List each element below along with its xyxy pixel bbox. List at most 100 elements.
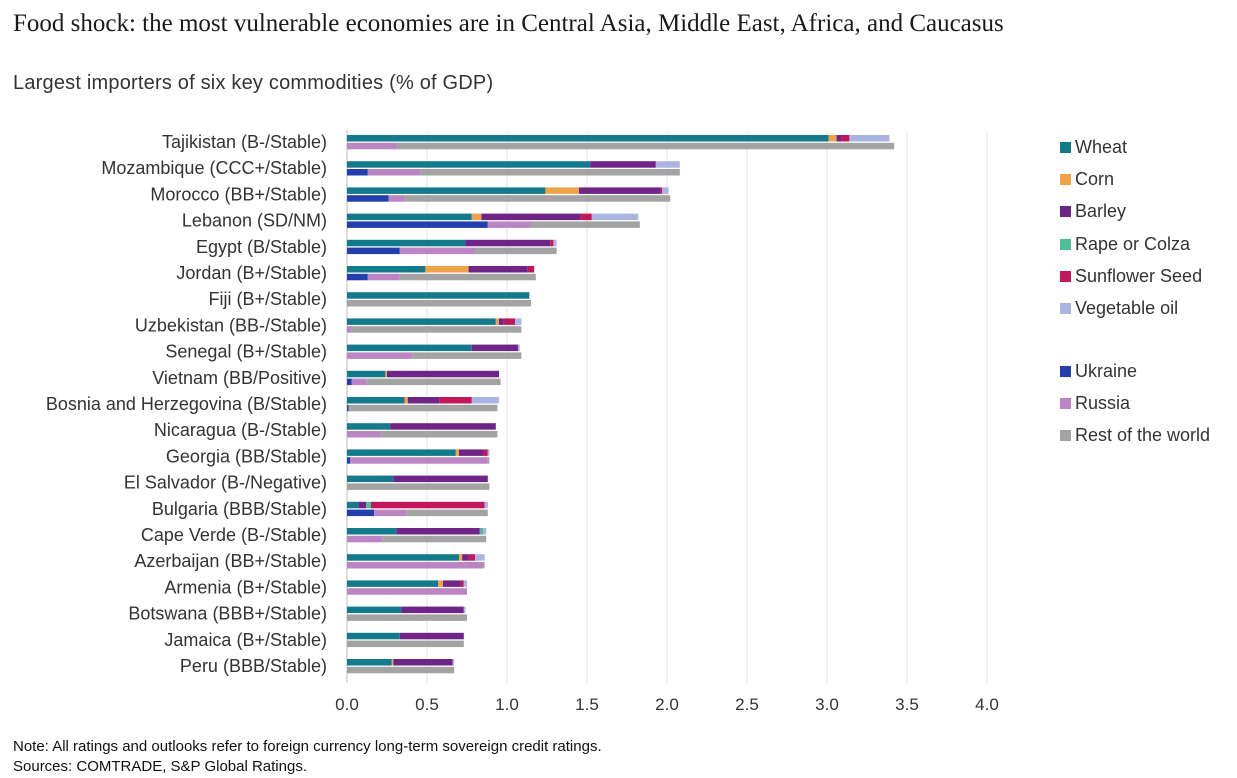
- sources-text: Sources: COMTRADE, S&P Global Ratings.: [13, 758, 307, 775]
- bar-segment-sunflower-seed: [580, 213, 592, 221]
- category-label: Cape Verde (B-/Stable): [141, 525, 327, 545]
- bar-segment-barley: [836, 135, 842, 142]
- bar-segment-wheat: [347, 632, 400, 640]
- category-label: Armenia (B+/Stable): [164, 577, 327, 597]
- bar-segment-russia: [487, 221, 531, 228]
- bar-segment-corn: [385, 370, 387, 378]
- bar-segment-rest-of-the-world: [412, 352, 522, 359]
- bar-segment-barley: [462, 554, 469, 561]
- bar-segment-vegetable-oil: [463, 606, 466, 614]
- bar-segment-rest-of-the-world: [380, 431, 498, 438]
- bar-segment-barley: [465, 239, 551, 247]
- bar-segment-wheat: [347, 659, 392, 666]
- bar-segment-rest-of-the-world: [475, 247, 557, 255]
- bar-segment-rest-of-the-world: [404, 195, 671, 202]
- legend-swatch: [1060, 366, 1071, 377]
- bar-segment-barley: [443, 580, 461, 587]
- bar-segment-wheat: [347, 135, 829, 142]
- bar-segment-rest-of-the-world: [347, 483, 490, 490]
- bar-segment-wheat: [347, 606, 402, 614]
- bar-segment-barley: [399, 632, 464, 640]
- bar-segment-vegetable-oil: [452, 659, 455, 666]
- category-label: Mozambique (CCC+/Stable): [101, 158, 327, 178]
- category-label: Uzbekistan (BB-/Stable): [135, 315, 327, 335]
- bar-segment-rape-or-colza: [479, 528, 483, 535]
- bar-segment-rest-of-the-world: [420, 169, 680, 176]
- bar-segment-sunflower-seed: [483, 449, 488, 456]
- x-tick-label: 3.5: [895, 695, 919, 714]
- legend-swatch: [1060, 238, 1071, 250]
- bar-segment-barley: [393, 475, 488, 483]
- bar-segment-rest-of-the-world: [531, 221, 640, 228]
- bar-segment-russia: [347, 326, 352, 333]
- legend-label: Rape or Colza: [1075, 233, 1191, 254]
- bar-segment-russia: [347, 431, 381, 438]
- bar-segment-russia: [347, 142, 397, 150]
- bar-segment-rest-of-the-world: [351, 326, 522, 333]
- bar-segment-barley: [401, 606, 464, 614]
- bar-segment-wheat: [347, 370, 386, 378]
- legend-swatch: [1060, 142, 1071, 153]
- bar-segment-russia: [347, 588, 467, 595]
- bar-segment-barley: [393, 659, 453, 666]
- bar-segment-barley: [396, 528, 480, 535]
- bar-segment-vegetable-oil: [655, 161, 680, 168]
- bar-segment-barley: [590, 161, 656, 168]
- bar-segment-russia: [347, 535, 383, 543]
- chart-subtitle: Largest importers of six key commodities…: [13, 72, 494, 94]
- bar-segment-barley: [481, 213, 581, 221]
- bar-segment-corn: [391, 659, 394, 666]
- category-label: El Salvador (B-/Negative): [124, 473, 327, 493]
- category-label: Lebanon (SD/NM): [182, 211, 327, 231]
- bar-segment-sunflower-seed: [550, 239, 554, 247]
- bar-segment-sunflower-seed: [460, 580, 464, 587]
- bar-segment-russia: [388, 195, 405, 202]
- bar-segment-sunflower-seed: [503, 318, 515, 325]
- bar-segment-vegetable-oil: [484, 501, 488, 509]
- bar-segment-rest-of-the-world: [366, 378, 501, 386]
- bar-segment-wheat: [347, 239, 466, 247]
- bar-segment-wheat: [347, 292, 530, 299]
- x-tick-label: 3.0: [815, 695, 839, 714]
- legend-swatch: [1060, 174, 1071, 186]
- legend-swatch: [1060, 398, 1071, 409]
- note-text: Note: All ratings and outlooks refer to …: [13, 738, 602, 755]
- bar-segment-rape-or-colza: [366, 501, 371, 509]
- bar-segment-barley: [390, 423, 496, 430]
- bar-segment-barley: [468, 266, 528, 273]
- bar-segment-wheat: [347, 266, 426, 273]
- bar-segment-barley: [459, 449, 483, 456]
- bar-segment-rest-of-the-world: [487, 457, 490, 464]
- category-label: Senegal (B+/Stable): [165, 342, 327, 362]
- bar-segment-wheat: [347, 318, 496, 325]
- x-tick-labels: 0.0 0.5 1.0 1.5 2.0 2.5 3.0 3.5 4.0: [335, 695, 999, 714]
- bar-segment-corn: [459, 554, 463, 561]
- bar-segment-barley: [499, 318, 504, 325]
- bar-segment-rest-of-the-world: [399, 273, 536, 281]
- legend-swatch: [1060, 303, 1071, 314]
- bar-segment-vegetable-oil: [591, 213, 639, 221]
- bar-segment-corn: [471, 213, 482, 221]
- bar-segment-barley: [358, 501, 367, 509]
- category-label: Peru (BBB/Stable): [180, 656, 327, 676]
- category-label: Morocco (BB+/Stable): [150, 184, 327, 204]
- category-label: Vietnam (BB/Positive): [152, 368, 327, 388]
- category-label: Egypt (B/Stable): [196, 237, 327, 257]
- bar-segment-vegetable-oil: [553, 239, 557, 247]
- bar-segment-russia: [367, 169, 421, 176]
- category-label: Bulgaria (BBB/Stable): [152, 499, 327, 519]
- legend-label: Corn: [1075, 169, 1115, 190]
- x-tick-label: 2.5: [735, 695, 759, 714]
- legend-label: Wheat: [1075, 137, 1128, 157]
- bar-segment-barley: [407, 397, 440, 404]
- bar-segment-vegetable-oil: [662, 187, 669, 194]
- bar-segment-sunflower-seed: [371, 501, 485, 509]
- bar-segment-russia: [374, 509, 407, 517]
- bar-segment-ukraine: [347, 247, 400, 255]
- bar-segment-wheat: [347, 475, 394, 483]
- x-tick-label: 4.0: [975, 695, 999, 714]
- legend-swatch: [1060, 206, 1071, 218]
- bar-segment-ukraine: [347, 169, 368, 176]
- bar-segment-wheat: [347, 528, 397, 535]
